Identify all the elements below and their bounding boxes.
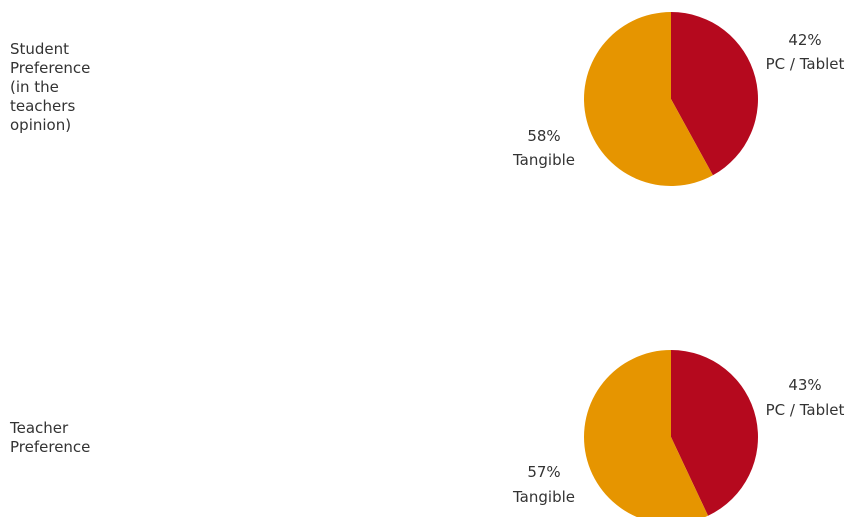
- pie-slice-pc-tablet: [671, 11, 759, 176]
- pie-chart-teacher-preference: 43% PC / Tablet 57% Tangible: [512, 350, 845, 517]
- slice-value-label: 57%: [527, 463, 560, 481]
- row-label-teacher-preference: Teacher Preference: [10, 419, 91, 456]
- slice-value-label: 58%: [527, 127, 560, 145]
- row-label-student-preference: Student Preference (in the teachers opin…: [10, 40, 91, 134]
- pie-chart-student-preference: 42% PC / Tablet 58% Tangible: [512, 11, 845, 186]
- slice-category-label: PC / Tablet: [766, 401, 845, 419]
- slice-category-label: Tangible: [512, 151, 575, 169]
- slice-value-label: 42%: [788, 31, 821, 49]
- slice-value-label: 43%: [788, 376, 821, 394]
- pie-slice-tangible: [584, 12, 713, 186]
- slice-category-label: Tangible: [512, 488, 575, 506]
- pie-slice-pc-tablet: [671, 350, 759, 516]
- slice-category-label: PC / Tablet: [766, 55, 845, 73]
- pie-slice-tangible: [584, 350, 709, 517]
